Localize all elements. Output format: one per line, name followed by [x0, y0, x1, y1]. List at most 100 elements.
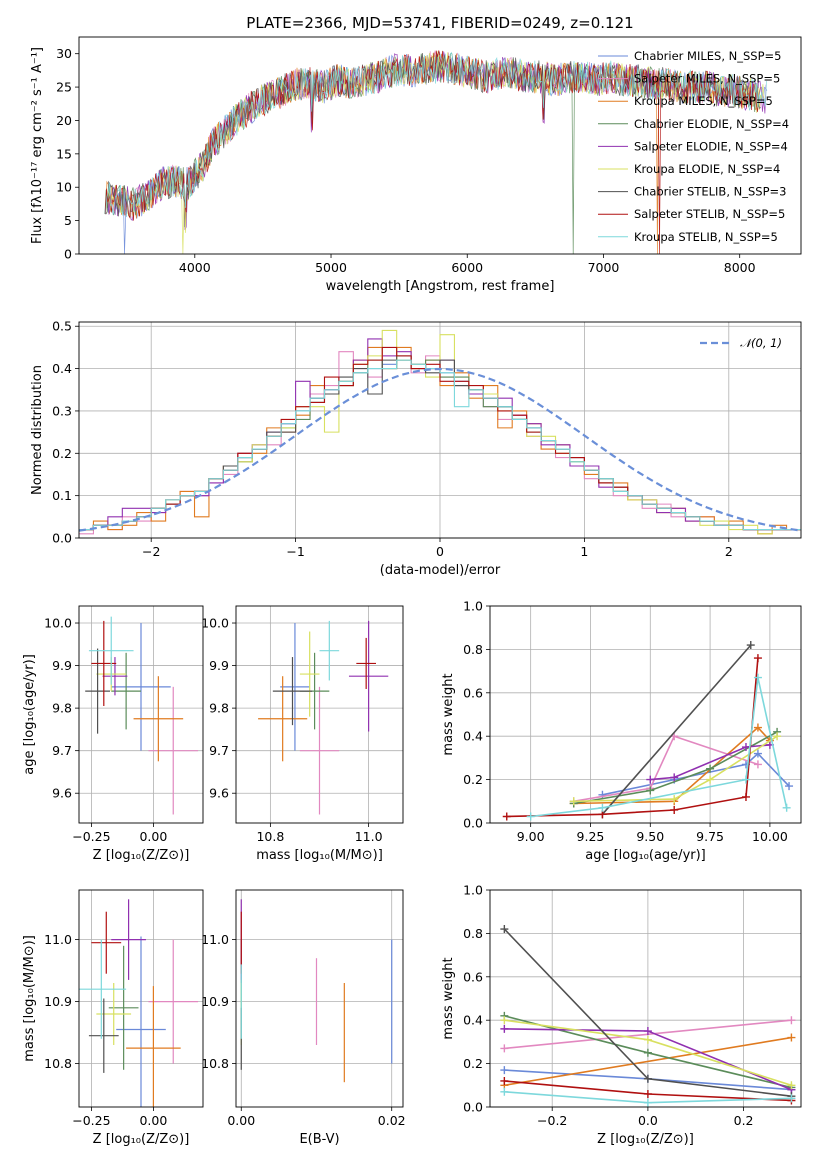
y-tick-label: 5: [64, 213, 72, 228]
plus-marker: [500, 1044, 509, 1053]
plus-marker: [706, 764, 715, 773]
weight-line: [573, 735, 759, 803]
y-tick-label: 10: [56, 180, 72, 195]
y-tick-label: 11.0: [44, 932, 72, 947]
plus-marker: [785, 782, 794, 791]
x-tick-label: −0.2: [537, 1113, 567, 1128]
plus-marker: [706, 775, 715, 784]
y-tick-label: 0.2: [463, 772, 483, 787]
plus-marker: [598, 803, 607, 812]
plot-area: [240, 899, 393, 1083]
y-tick-label: 30: [56, 46, 72, 61]
spectrum-line: [104, 50, 760, 254]
y-tick-label: 11.0: [201, 932, 229, 947]
legend-label: Kroupa MILES, N_SSP=5: [634, 94, 773, 108]
x-axis-label: age [log₁₀(age/yr)]: [585, 848, 706, 863]
plus-marker: [646, 775, 655, 784]
y-tick-label: 15: [56, 146, 72, 161]
chart-title: PLATE=2366, MJD=53741, FIBERID=0249, z=0…: [246, 14, 633, 32]
x-tick-label: 0.00: [139, 829, 167, 844]
weight-line: [506, 658, 759, 818]
plus-marker: [753, 654, 762, 663]
y-tick-label: 9.6: [52, 786, 72, 801]
y-tick-label: 9.8: [209, 701, 229, 716]
weight-line: [601, 644, 752, 815]
plus-marker: [646, 786, 655, 795]
plus-marker: [643, 1035, 652, 1044]
plus-marker: [500, 1087, 509, 1096]
x-tick-label: −0.25: [72, 829, 110, 844]
spectrum-line: [105, 51, 767, 218]
plus-marker: [643, 1098, 652, 1107]
plus-marker: [643, 1074, 652, 1083]
weight-line: [573, 735, 778, 803]
y-axis-label: age [log₁₀(age/yr)]: [22, 654, 37, 775]
plus-marker: [753, 723, 762, 732]
y-tick-label: 10.9: [44, 994, 72, 1009]
weight-line: [573, 731, 778, 805]
legend-label: Salpeter STELIB, N_SSP=5: [634, 207, 785, 221]
y-tick-label: 10.8: [201, 1056, 229, 1071]
plot-area: [500, 925, 796, 1107]
y-tick-label: 0: [64, 247, 72, 262]
y-tick-label: 0.2: [52, 446, 72, 461]
y-tick-label: 0.4: [463, 1013, 483, 1028]
y-tick-label: 0.4: [52, 361, 72, 376]
plus-marker: [753, 673, 762, 682]
y-tick-label: 9.9: [209, 658, 229, 673]
chart-panel-2: 𝒩(0, 1) −2 −1 0 1 2 0.0 0.1 0.2 0.3 0.4 0.5 (data-mo…: [30, 319, 802, 578]
legend-label: Chabrier ELODIE, N_SSP=4: [634, 117, 789, 131]
y-tick-label: 9.7: [52, 743, 72, 758]
axes-frame: [78, 889, 204, 1108]
plot-area: [104, 50, 768, 254]
x-tick-label: 9.75: [696, 829, 724, 844]
axes-frame: [235, 605, 404, 824]
axes-frame: [489, 889, 802, 1108]
x-tick-label: 0.00: [139, 1113, 167, 1128]
chart-panel-4: 10.8 11.0 9.6 9.7 9.8 9.9 10.0 mass [log₁₀(M/M⊙…: [201, 605, 404, 863]
x-tick-label: 1: [580, 544, 588, 559]
x-tick-label: 10.00: [752, 829, 788, 844]
x-tick-label: 2: [725, 544, 733, 559]
x-tick-label: −1: [286, 544, 304, 559]
y-tick-label: 0.6: [463, 685, 483, 700]
weight-line: [650, 744, 770, 781]
y-tick-label: 9.9: [52, 658, 72, 673]
y-tick-label: 9.7: [209, 743, 229, 758]
y-tick-label: 0.0: [463, 1100, 483, 1115]
y-tick-label: 9.8: [52, 701, 72, 716]
y-tick-label: 1.0: [463, 599, 483, 614]
x-axis-label: Z [log₁₀(Z/Z⊙)]: [597, 1132, 694, 1147]
axes-frame: [78, 605, 204, 824]
x-tick-label: 0.2: [734, 1113, 754, 1128]
y-axis-label: mass weight: [441, 957, 456, 1039]
plus-marker: [782, 803, 791, 812]
x-axis-label: Z [log₁₀(Z/Z⊙)]: [93, 1132, 190, 1147]
plus-marker: [500, 925, 509, 934]
y-axis-label: mass [log₁₀(M/M⊙)]: [22, 935, 37, 1062]
x-tick-label: 9.00: [517, 829, 545, 844]
weight-line: [573, 726, 771, 805]
chart-panel-1: PLATE=2366, MJD=53741, FIBERID=0249, z=0…: [30, 14, 802, 294]
plus-marker: [643, 1089, 652, 1098]
plus-marker: [643, 1027, 652, 1036]
legend-label: 𝒩(0, 1): [740, 336, 782, 350]
histogram-step: [79, 359, 801, 531]
plus-marker: [643, 1048, 652, 1057]
plus-marker: [787, 1081, 796, 1090]
plus-marker: [787, 1033, 796, 1042]
y-tick-label: 10.0: [201, 616, 229, 631]
plus-marker: [741, 743, 750, 752]
x-tick-label: −0.25: [72, 1113, 110, 1128]
y-tick-label: 0.6: [463, 969, 483, 984]
legend-label: Kroupa ELODIE, N_SSP=4: [634, 162, 780, 176]
legend-label: Chabrier STELIB, N_SSP=3: [634, 185, 786, 199]
y-axis-label: mass weight: [441, 673, 456, 755]
plus-marker: [500, 1016, 509, 1025]
x-tick-label: 8000: [724, 260, 756, 275]
x-tick-label: 0.00: [227, 1113, 255, 1128]
plot-area: [258, 620, 389, 815]
plus-marker: [569, 797, 578, 806]
legend-label: Kroupa STELIB, N_SSP=5: [634, 230, 778, 244]
x-tick-label: 7000: [588, 260, 620, 275]
